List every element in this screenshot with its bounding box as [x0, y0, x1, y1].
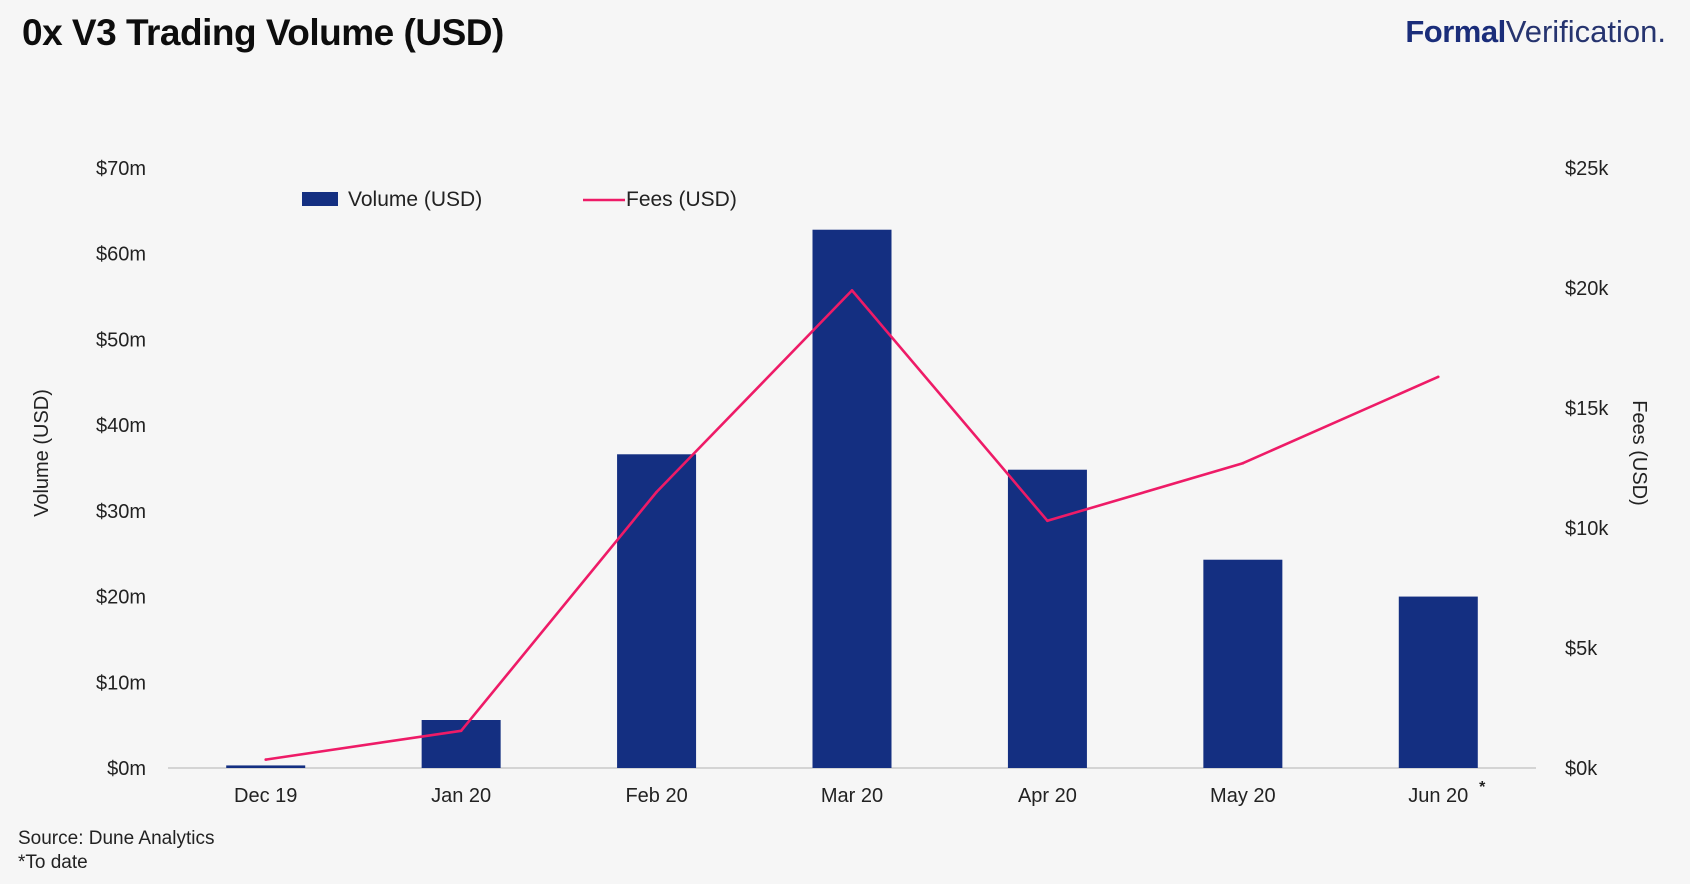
legend-label-volume: Volume (USD): [348, 188, 482, 211]
fees-point: [850, 289, 854, 292]
fees-point: [1241, 461, 1245, 465]
y-left-tick-label: $30m: [96, 501, 146, 523]
left-axis-ticks: $0m $10m $20m $30m $40m $50m $60m $70m: [96, 158, 146, 780]
fees-line-series: [264, 289, 1440, 761]
fees-point: [1046, 519, 1049, 523]
x-tick-label: Mar 20: [821, 785, 883, 807]
y-right-tick-label: $0k: [1565, 758, 1598, 780]
volume-bars: [226, 229, 1478, 768]
y-axis-right-label: Fees (USD): [1628, 400, 1650, 506]
y-left-tick-label: $40m: [96, 415, 146, 437]
x-tick-label: Apr 20: [1018, 785, 1077, 807]
y-left-tick-label: $0m: [107, 758, 146, 780]
x-tick-label: Jan 20: [431, 785, 491, 807]
right-axis-ticks: $0k $5k $10k $15k $20k $25k: [1565, 158, 1609, 780]
y-left-tick-label: $20m: [96, 587, 146, 609]
x-tick-annotation: *: [1479, 779, 1486, 796]
y-right-tick-label: $10k: [1565, 518, 1609, 540]
legend-label-fees: Fees (USD): [626, 188, 737, 211]
y-left-tick-label: $50m: [96, 329, 146, 351]
brand-logo: FormalVerification.: [1405, 14, 1666, 50]
volume-bar: [617, 454, 697, 768]
brand-logo-bold: Formal: [1405, 14, 1506, 49]
y-right-tick-label: $15k: [1565, 398, 1609, 420]
to-date-note: *To date: [18, 852, 88, 873]
x-tick-label: Feb 20: [625, 785, 687, 807]
y-left-tick-label: $70m: [96, 158, 146, 180]
y-axis-left-label: Volume (USD): [31, 389, 53, 517]
x-tick-label: May 20: [1210, 785, 1276, 807]
y-right-tick-label: $25k: [1565, 158, 1609, 180]
legend: Volume (USD) Fees (USD): [302, 188, 737, 211]
volume-bar: [1007, 469, 1087, 768]
legend-swatch-volume: [302, 192, 338, 206]
fees-point: [459, 729, 463, 733]
x-tick-label: Dec 19: [234, 785, 297, 807]
volume-bar: [421, 720, 501, 768]
chart-title: 0x V3 Trading Volume (USD): [22, 12, 504, 53]
volume-bar: [812, 229, 892, 768]
y-left-tick-label: $10m: [96, 672, 146, 694]
source-note: Source: Dune Analytics: [18, 828, 215, 849]
fees-point: [655, 490, 658, 494]
fees-point: [264, 758, 268, 761]
x-axis-ticks: Dec 19 Jan 20 Feb 20 Mar 20 Apr 20 May 20 Jun …: [234, 779, 1486, 807]
volume-bar: [1398, 596, 1478, 768]
fees-point: [1436, 375, 1440, 379]
y-right-tick-label: $5k: [1565, 638, 1598, 660]
volume-bar: [226, 765, 306, 768]
brand-logo-light: Verification.: [1505, 14, 1666, 49]
volume-bar: [1203, 559, 1283, 768]
x-tick-label: Jun 20: [1408, 785, 1468, 807]
y-left-tick-label: $60m: [96, 244, 146, 266]
y-right-tick-label: $20k: [1565, 278, 1609, 300]
